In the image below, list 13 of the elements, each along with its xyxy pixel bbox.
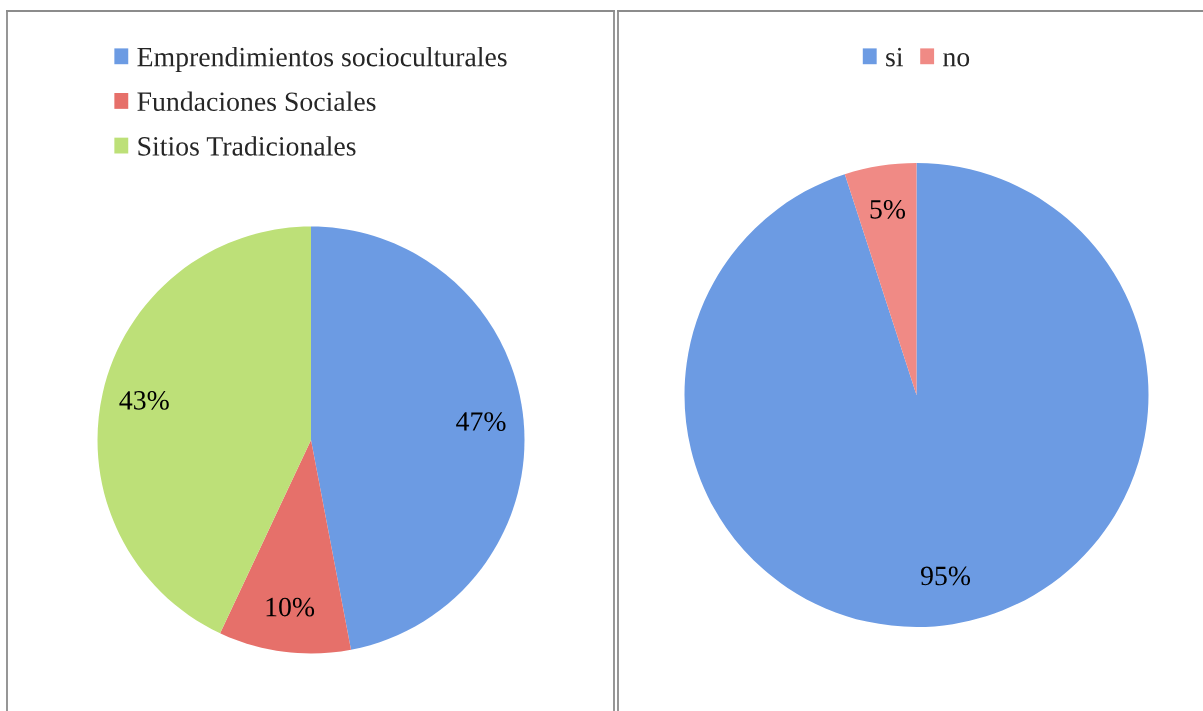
data-label: 10% bbox=[266, 597, 315, 617]
legend-label: Emprendimientos socioculturales bbox=[137, 46, 507, 73]
legend-label: Sitios Tradicionales bbox=[138, 136, 356, 156]
legend-label: si bbox=[886, 47, 904, 67]
pie-slice bbox=[220, 440, 352, 654]
legend-label: Fundaciones Sociales bbox=[137, 91, 376, 112]
data-label: 5% bbox=[870, 199, 906, 219]
pie-slice bbox=[684, 163, 1149, 627]
data-label: 43% bbox=[119, 390, 169, 410]
pie-slice bbox=[844, 163, 917, 395]
data-label: 47% bbox=[456, 412, 506, 431]
legend-label: no bbox=[943, 53, 970, 67]
data-label: 95% bbox=[920, 566, 971, 586]
